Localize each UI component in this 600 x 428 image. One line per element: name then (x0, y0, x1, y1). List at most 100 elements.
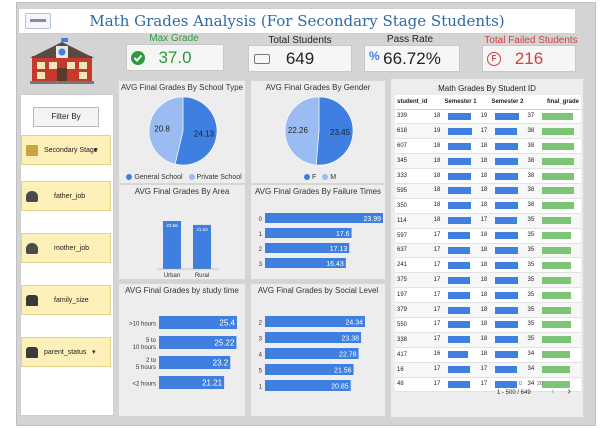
chart-gender: AVG Final Grades By Gender 23.45 22.26 F … (250, 80, 386, 184)
grade-cell: 19 (478, 109, 526, 125)
back-button[interactable] (25, 13, 51, 29)
cell-bar (494, 157, 518, 165)
cell-value: 18 (433, 172, 441, 179)
table-row[interactable]: 241 17 18 35 (395, 257, 581, 274)
table-row[interactable]: 350 18 18 38 (395, 198, 581, 214)
student-id-cell: 618 (395, 123, 432, 140)
bar[interactable] (265, 380, 351, 391)
slicer-parent-status[interactable]: parent_status ▾ (21, 337, 111, 367)
grade-cell: 18 (478, 228, 526, 244)
column-header[interactable]: final_grade (525, 95, 581, 110)
student-grades-table-panel: Math Grades By Student ID student_id Seme… (390, 78, 584, 418)
grade-cell: 18 (431, 138, 479, 155)
grade-cell: 17 (478, 213, 526, 229)
category-label: 2 to (146, 358, 157, 364)
bar[interactable] (159, 376, 225, 389)
table-row[interactable]: 333 18 18 38 (395, 168, 581, 184)
table-row[interactable]: 48 17 17 34 (395, 377, 581, 393)
next-page-button[interactable]: › (567, 386, 571, 397)
column-header[interactable]: Semester 2 (478, 95, 526, 110)
grade-cell: 18 (478, 198, 526, 214)
bar[interactable] (163, 221, 181, 269)
bar[interactable] (159, 336, 237, 349)
grade-cell: 17 (431, 332, 479, 348)
percent-icon: % (369, 49, 380, 63)
pass-rate-card: % 66.72% (364, 45, 460, 72)
table-row[interactable]: 197 17 18 35 (395, 287, 581, 304)
table-row[interactable]: 339 18 19 37 (395, 109, 581, 125)
cell-value: 18 (433, 142, 441, 149)
prev-page-button[interactable]: ‹ (551, 386, 555, 397)
slicer-father-job[interactable]: father_job (21, 181, 111, 211)
cell-bar (541, 366, 571, 374)
category-label: 0 (259, 217, 263, 223)
grade-cell: 38 (525, 123, 581, 140)
cell-value: 17 (433, 336, 441, 343)
table-row[interactable]: 417 16 18 34 (395, 347, 581, 363)
cell-bar (494, 276, 518, 284)
grade-cell: 17 (478, 123, 526, 140)
grade-cell: 35 (525, 287, 581, 304)
table-row[interactable]: 114 18 17 35 (395, 213, 581, 229)
pie-slice[interactable] (174, 96, 218, 166)
table-row[interactable]: 607 18 18 38 (395, 138, 581, 155)
bar[interactable] (265, 364, 354, 375)
page-title: Math Grades Analysis (For Secondary Stag… (89, 12, 505, 30)
slicer-mother-job[interactable]: mother_job (21, 233, 111, 263)
slicer-family-size[interactable]: family_size (21, 285, 111, 315)
grade-cell: 38 (525, 138, 581, 155)
student-id-cell: 197 (395, 287, 432, 304)
grade-cell: 17 (431, 377, 479, 393)
cell-value: 38 (527, 202, 535, 209)
cell-value: 18 (480, 261, 488, 268)
pie-slice[interactable] (284, 96, 320, 166)
bar[interactable] (265, 348, 359, 359)
table-row[interactable]: 618 19 17 38 (395, 123, 581, 140)
bar-chart: 23.56 Urban 21.63 Rural (157, 221, 219, 279)
total-failed-card: F 216 (482, 45, 576, 72)
bar[interactable] (159, 316, 237, 329)
grade-cell: 35 (525, 243, 581, 259)
table-row[interactable]: 379 17 18 35 (395, 302, 581, 318)
chevron-down-icon: ▾ (92, 349, 96, 356)
filter-by-button[interactable]: Filter By (33, 107, 99, 127)
cell-bar (541, 306, 572, 314)
cell-value: 17 (433, 246, 441, 253)
data-label: 21.63 (196, 227, 208, 232)
cell-value: 35 (527, 336, 535, 343)
total-failed-label: Total Failed Students (484, 35, 578, 46)
cell-value: 35 (527, 291, 535, 298)
column-header[interactable]: student_id (395, 95, 432, 110)
student-id-cell: 607 (395, 138, 432, 155)
table-row[interactable]: 550 17 18 35 (395, 317, 581, 333)
grade-cell: 17 (431, 243, 479, 259)
column-header[interactable]: Semester 1 (431, 95, 479, 110)
table-row[interactable]: 595 18 18 38 (395, 183, 581, 199)
cell-value: 18 (433, 157, 441, 164)
pie-slice[interactable] (148, 96, 184, 165)
table-row[interactable]: 637 17 18 35 (395, 243, 581, 259)
table-row[interactable]: 597 17 18 35 (395, 228, 581, 244)
bar[interactable] (265, 243, 350, 253)
bar[interactable] (265, 258, 346, 268)
cell-bar (494, 306, 518, 314)
table-row[interactable]: 338 17 18 35 (395, 332, 581, 348)
scale-tick: 20 (537, 381, 543, 387)
table-row[interactable]: 345 18 18 38 (395, 153, 581, 170)
pie-slice[interactable] (315, 96, 354, 166)
cell-bar (447, 127, 473, 135)
cell-bar (541, 202, 574, 210)
table-row[interactable]: 375 17 18 35 (395, 272, 581, 289)
table-row[interactable]: 16 17 17 34 (395, 362, 581, 378)
data-label: 23.2 (213, 359, 229, 368)
bar[interactable] (193, 224, 211, 269)
student-id-cell: 338 (395, 332, 432, 348)
bar[interactable] (265, 228, 352, 238)
chart-school-type: AVG Final Grades By School Type 24.13 20.… (118, 80, 246, 184)
bar[interactable] (265, 332, 362, 343)
bar[interactable] (265, 213, 383, 223)
slicer-secondary-stage[interactable]: Secondary Stage ▾ (21, 135, 111, 165)
bar[interactable] (265, 316, 365, 327)
bar[interactable] (159, 356, 231, 369)
grade-cell: 35 (525, 272, 581, 289)
